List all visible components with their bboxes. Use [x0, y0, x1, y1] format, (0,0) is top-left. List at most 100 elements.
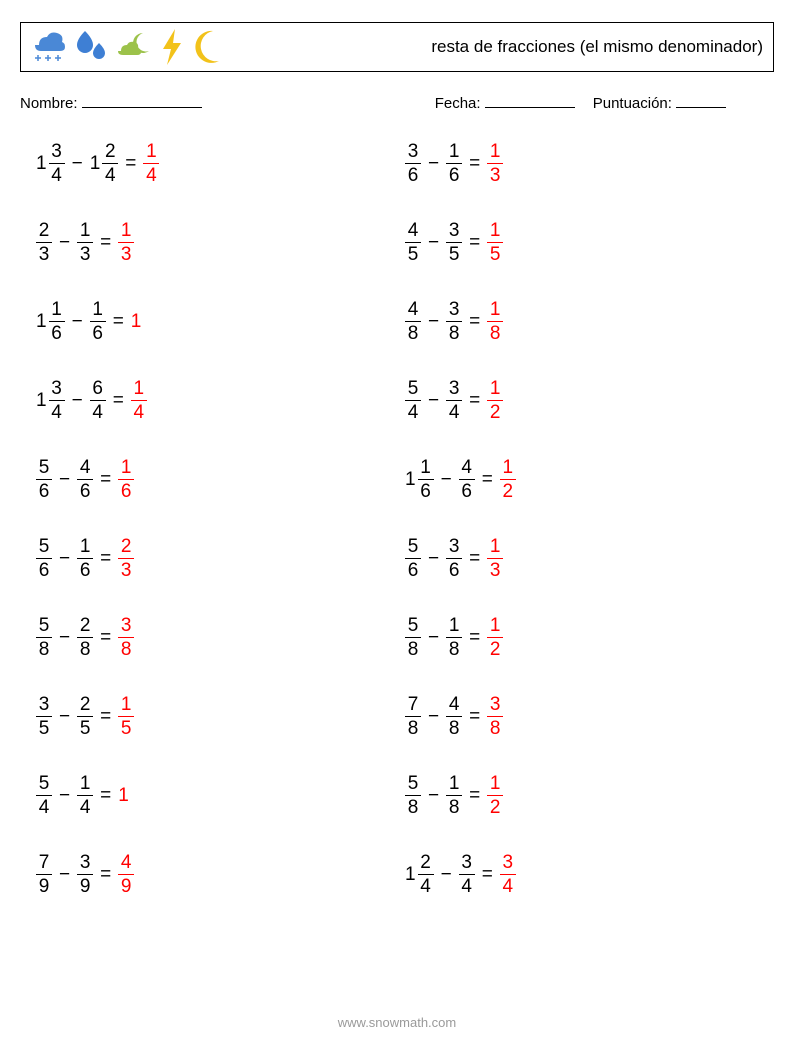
problem-row: 78−48=38	[405, 695, 774, 738]
whole-number: 1	[90, 154, 101, 173]
fraction: 36	[446, 537, 462, 580]
date-blank[interactable]	[485, 94, 575, 108]
whole-number: 1	[405, 865, 416, 884]
problem-row: 36−16=13	[405, 142, 774, 185]
fraction: 12	[500, 458, 516, 501]
equals-op: =	[100, 707, 111, 726]
problems-grid: 134−124=1423−13=13116−16=1134−64=1456−46…	[20, 142, 774, 896]
fraction: 18	[446, 616, 462, 659]
fraction: 23	[36, 221, 52, 264]
date-label: Fecha:	[435, 95, 481, 112]
fraction: 16	[49, 300, 65, 343]
fraction: 48	[405, 300, 421, 343]
fraction: 64	[90, 379, 106, 422]
minus-op: −	[428, 707, 439, 726]
fraction: 13	[77, 221, 93, 264]
fraction: 34	[49, 379, 65, 422]
fraction: 23	[118, 537, 134, 580]
fraction: 16	[118, 458, 134, 501]
fraction: 36	[405, 142, 421, 185]
equals-op: =	[469, 786, 480, 805]
problem-row: 58−28=38	[36, 616, 405, 659]
problem-row: 134−64 = 14	[36, 379, 405, 422]
problem-row: 79−39=49	[36, 853, 405, 896]
equals-op: =	[100, 628, 111, 647]
fraction: 46	[77, 458, 93, 501]
fraction: 34	[500, 853, 516, 896]
fraction: 14	[143, 142, 159, 185]
problem-row: 116−46=12	[405, 458, 774, 501]
minus-op: −	[59, 470, 70, 489]
fraction: 38	[446, 300, 462, 343]
problem-row: 35−25=15	[36, 695, 405, 738]
name-label: Nombre:	[20, 95, 78, 112]
problem-row: 58−18=12	[405, 774, 774, 817]
equals-op: =	[469, 549, 480, 568]
fraction: 38	[487, 695, 503, 738]
equals-op: =	[100, 233, 111, 252]
problem-row: 45−35=15	[405, 221, 774, 264]
minus-op: −	[428, 391, 439, 410]
whole-number: 1	[36, 391, 47, 410]
score-blank[interactable]	[676, 94, 726, 108]
problem-row: 54−14=1	[36, 774, 405, 817]
minus-op: −	[59, 707, 70, 726]
fraction: 56	[36, 537, 52, 580]
minus-op: −	[441, 470, 452, 489]
equals-op: =	[113, 391, 124, 410]
problem-row: 56−16=23	[36, 537, 405, 580]
fraction: 58	[405, 616, 421, 659]
problem-row: 58−18=12	[405, 616, 774, 659]
minus-op: −	[428, 549, 439, 568]
minus-op: −	[59, 786, 70, 805]
fraction: 54	[405, 379, 421, 422]
equals-op: =	[469, 628, 480, 647]
problem-row: 116−16=1	[36, 300, 405, 343]
fraction: 38	[118, 616, 134, 659]
minus-op: −	[59, 865, 70, 884]
problems-col-right: 36−16=1345−35=1548−38=1854−34=12116−46=1…	[405, 142, 774, 896]
fraction: 15	[118, 695, 134, 738]
fraction: 54	[36, 774, 52, 817]
fraction: 48	[446, 695, 462, 738]
fraction: 18	[487, 300, 503, 343]
minus-op: −	[428, 312, 439, 331]
fraction: 24	[418, 853, 434, 896]
droplets-icon	[71, 27, 111, 67]
fraction: 25	[77, 695, 93, 738]
fraction: 16	[77, 537, 93, 580]
whole-number: 1	[131, 312, 142, 331]
problem-row: 124−34=34	[405, 853, 774, 896]
problem-row: 56−36=13	[405, 537, 774, 580]
fraction: 34	[446, 379, 462, 422]
fraction: 49	[118, 853, 134, 896]
equals-op: =	[469, 154, 480, 173]
moon-icon	[189, 27, 223, 67]
equals-op: =	[469, 707, 480, 726]
minus-op: −	[72, 391, 83, 410]
whole-number: 1	[36, 154, 47, 173]
whole-number: 1	[118, 786, 129, 805]
equals-op: =	[482, 865, 493, 884]
fraction: 16	[90, 300, 106, 343]
problem-row: 56−46=16	[36, 458, 405, 501]
equals-op: =	[113, 312, 124, 331]
fraction: 12	[487, 379, 503, 422]
fraction: 13	[487, 537, 503, 580]
footer-url: www.snowmath.com	[0, 1015, 794, 1030]
fraction: 34	[459, 853, 475, 896]
fraction: 12	[487, 616, 503, 659]
fraction: 35	[446, 221, 462, 264]
minus-op: −	[59, 628, 70, 647]
equals-op: =	[469, 391, 480, 410]
fraction: 79	[36, 853, 52, 896]
minus-op: −	[72, 154, 83, 173]
equals-op: =	[482, 470, 493, 489]
fraction: 14	[131, 379, 147, 422]
fraction: 34	[49, 142, 65, 185]
equals-op: =	[100, 786, 111, 805]
name-blank[interactable]	[82, 94, 202, 108]
fraction: 28	[77, 616, 93, 659]
fraction: 56	[36, 458, 52, 501]
whole-number: 1	[36, 312, 47, 331]
